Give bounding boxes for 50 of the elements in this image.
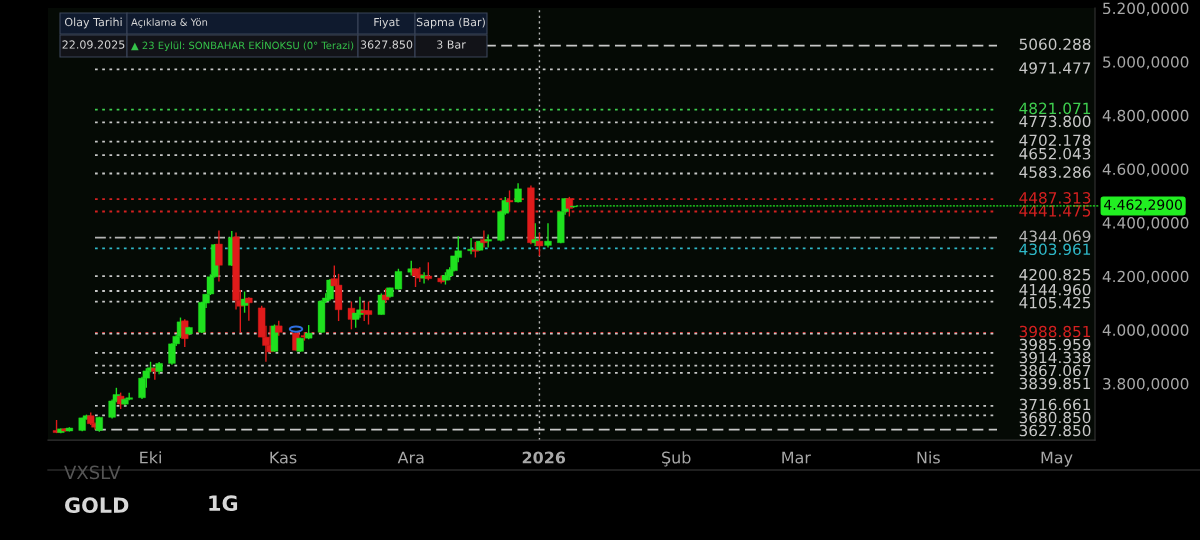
ref-line-label: 4487.313 [1019, 192, 1091, 204]
ref-line-label: 3839.851 [1019, 377, 1091, 390]
ref-line-label: 4200.825 [1019, 268, 1091, 281]
annotation: 3627.850 [360, 40, 413, 49]
ref-line-label: 5060.288 [1019, 38, 1091, 50]
y-tick-label: 4.000,0000 [1102, 324, 1189, 338]
ref-line-label: 3867.067 [1019, 364, 1091, 377]
ref-line-label: 3985.959 [1019, 338, 1091, 351]
x-tick-label: Mar [782, 451, 811, 464]
annotation: Olay Tarihi [64, 17, 122, 29]
ref-line-label: 4105.425 [1019, 296, 1091, 309]
ref-line-label: 3680.850 [1019, 411, 1091, 424]
y-tick-label: 5.000,0000 [1103, 56, 1189, 70]
ref-line-label: 4773.800 [1019, 115, 1091, 128]
ref-line-label: 4441.475 [1019, 205, 1091, 217]
annotation: 3 Bar [437, 40, 466, 49]
y-tick-label: 3.800,0000 [1103, 377, 1189, 392]
annotation: 22.09.2025 [62, 40, 125, 49]
text: VXSLV [64, 465, 121, 480]
ref-line-label: 3988.851 [1019, 325, 1091, 338]
text: GOLD [65, 497, 129, 514]
y-tick-label: 4.600,0000 [1102, 163, 1189, 177]
ref-line-label: 3914.338 [1019, 351, 1091, 364]
ref-line-label: 4971.477 [1019, 62, 1091, 74]
y-tick-label: 4.800,0000 [1102, 109, 1189, 123]
ref-line-label: 4303.961 [1019, 243, 1091, 256]
x-tick-label: Şub [662, 451, 691, 467]
ref-line-label: 4821.071 [1019, 102, 1091, 115]
y-tick-label: 5.200,0000 [1103, 2, 1189, 16]
y-tick-label: 4.200,0000 [1102, 270, 1189, 284]
text: 1G [209, 495, 238, 512]
ref-line-label: 4144.960 [1019, 283, 1091, 296]
x-tick-label: 2026 [522, 451, 566, 464]
ref-line-label: 3716.661 [1019, 398, 1091, 411]
x-tick-label: Eki [140, 451, 161, 464]
y-tick-label: 4.400,0000 [1102, 217, 1189, 231]
x-tick-label: May [1041, 451, 1073, 467]
x-tick-label: Ara [397, 451, 424, 464]
annotation: ▲ 23 Eylül: SONBAHAR EKİNOKSU (0° Terazi) [131, 39, 354, 52]
ref-line-label: 4702.178 [1019, 134, 1091, 147]
ref-line-label: 3627.850 [1019, 424, 1091, 437]
x-tick-label: Kas [270, 451, 297, 464]
ref-line-label: 4344.069 [1019, 230, 1091, 243]
annotation: Sapma (Bar) [416, 17, 485, 29]
ref-line-label: 4583.286 [1019, 166, 1091, 178]
annotation: Açıklama & Yön [131, 18, 208, 28]
annotation: Fiyat [374, 17, 400, 29]
x-tick-label: Nis [917, 451, 940, 464]
annotation: 4.462,2900 [1104, 199, 1182, 212]
ref-line-label: 4652.043 [1019, 147, 1091, 160]
